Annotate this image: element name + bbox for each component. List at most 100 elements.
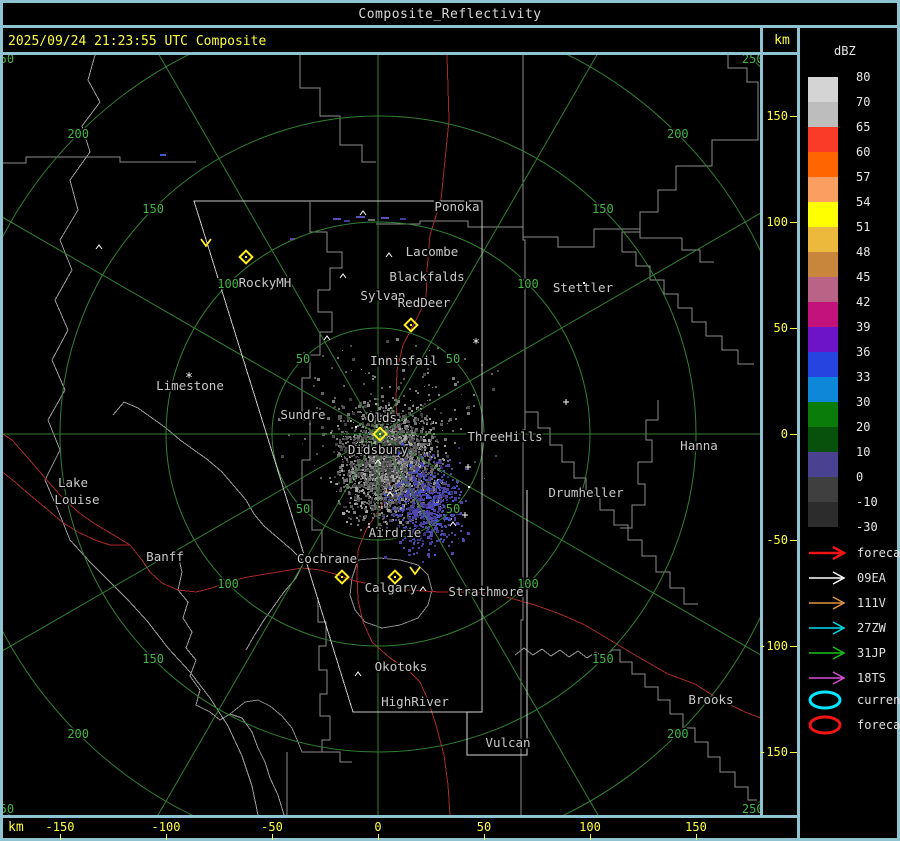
city-label-Louise: Louise bbox=[54, 492, 99, 507]
colorbar-swatch bbox=[808, 427, 838, 452]
city-label-Sylvan: Sylvan bbox=[360, 288, 405, 303]
svg-text:200: 200 bbox=[67, 127, 89, 141]
legend-item-09EA: 09EA bbox=[806, 569, 886, 587]
svg-text:200: 200 bbox=[667, 127, 689, 141]
colorbar-tick-label: 10 bbox=[856, 445, 871, 459]
right-axis-tick-label: -50 bbox=[766, 533, 788, 547]
svg-text:150: 150 bbox=[142, 652, 164, 666]
plus-marker bbox=[563, 399, 569, 405]
legend-item-label: forecast bbox=[857, 546, 900, 560]
city-label-Banff: Banff bbox=[146, 549, 184, 564]
colorbar-tick-label: 30 bbox=[856, 395, 871, 409]
legend-item-forecast: forecast bbox=[806, 715, 900, 735]
bottom-axis-tick-label: 150 bbox=[685, 820, 707, 834]
border-right bbox=[897, 0, 900, 841]
bottom-axis-tick-label: -150 bbox=[45, 820, 75, 834]
right-axis-tick bbox=[790, 646, 797, 647]
colorbar-tick-label: 48 bbox=[856, 245, 871, 259]
svg-text:250: 250 bbox=[742, 55, 760, 66]
colorbar-swatch bbox=[808, 302, 838, 327]
divider-under-title bbox=[0, 25, 900, 28]
caret-marker bbox=[419, 586, 427, 592]
right-axis-unit-label: km bbox=[774, 33, 790, 48]
radar-site-marker bbox=[334, 569, 350, 585]
city-label-Ponoka: Ponoka bbox=[434, 199, 479, 214]
svg-text:100: 100 bbox=[217, 277, 239, 291]
legend-item-111V: 111V bbox=[806, 594, 886, 612]
bottom-axis-unit-label: km bbox=[8, 820, 24, 835]
city-label-Olds: Olds bbox=[367, 410, 397, 425]
legend-item-label: 27ZW bbox=[857, 621, 886, 635]
colorbar-swatch bbox=[808, 277, 838, 302]
radar-site-marker bbox=[387, 569, 403, 585]
city-label-RockyMH: RockyMH bbox=[239, 275, 292, 290]
svg-text:50: 50 bbox=[296, 502, 310, 516]
colorbar-swatch bbox=[808, 452, 838, 477]
city-label-Cochrane: Cochrane bbox=[297, 551, 357, 566]
city-label-Calgary: Calgary bbox=[365, 580, 418, 595]
colorbar-swatch bbox=[808, 227, 838, 252]
colorbar-tick-label: 39 bbox=[856, 320, 871, 334]
colorbar-swatch bbox=[808, 77, 838, 102]
border-top bbox=[0, 0, 900, 3]
range-rings bbox=[3, 55, 760, 815]
bottom-axis-tick-label: -50 bbox=[261, 820, 283, 834]
colorbar-swatch bbox=[808, 327, 838, 352]
city-label-Lake: Lake bbox=[58, 475, 88, 490]
colorbar-tick-label: 51 bbox=[856, 220, 871, 234]
caret-marker bbox=[359, 210, 367, 216]
colorbar-swatch bbox=[808, 102, 838, 127]
city-label-Blackfalds: Blackfalds bbox=[389, 269, 464, 284]
radar-site-marker bbox=[403, 317, 419, 333]
legend-ellipse-icon bbox=[808, 690, 842, 710]
legend-ellipse-icon bbox=[808, 715, 842, 735]
bottom-axis-tick-label: 0 bbox=[374, 820, 382, 834]
city-label-Airdrie: Airdrie bbox=[369, 525, 422, 540]
legend-item-31JP: 31JP bbox=[806, 644, 886, 662]
dot-marker bbox=[355, 426, 357, 428]
legend-arrow-icon bbox=[809, 646, 846, 660]
radar-map[interactable]: 50 50 50 50 100 100 100 100 150 150 150 150 200 200 20… bbox=[3, 55, 760, 815]
colorbar-tick-label: 54 bbox=[856, 195, 871, 209]
city-label-Innisfail: Innisfail bbox=[370, 353, 438, 368]
dot-marker bbox=[583, 282, 585, 284]
divider-panel-left bbox=[797, 28, 800, 838]
caret-marker bbox=[323, 335, 331, 341]
colorbar-tick-label: 20 bbox=[856, 420, 871, 434]
legend-item-27ZW: 27ZW bbox=[806, 619, 886, 637]
legend-item-label: current bbox=[857, 693, 900, 707]
city-label-Sundre: Sundre bbox=[280, 407, 325, 422]
svg-text:200: 200 bbox=[67, 727, 89, 741]
map-markers: ** bbox=[95, 210, 585, 677]
legend-arrow-icon bbox=[809, 621, 846, 635]
border-bottom bbox=[0, 838, 900, 841]
star-marker: * bbox=[472, 337, 480, 352]
city-label-HighRiver: HighRiver bbox=[381, 694, 449, 709]
radar-coverage-outline bbox=[193, 200, 528, 756]
colorbar-tick-label: 33 bbox=[856, 370, 871, 384]
colorbar-tick-label: 42 bbox=[856, 295, 871, 309]
right-axis-tick-label: -100 bbox=[759, 639, 788, 653]
colorbar-tick-label: 0 bbox=[856, 470, 864, 484]
legend-item-label: 31JP bbox=[857, 646, 886, 660]
legend-item-label: 18TS bbox=[857, 671, 886, 685]
legend-item-label: 09EA bbox=[857, 571, 886, 585]
colorbar-tick-label: 57 bbox=[856, 170, 871, 184]
colorbar-tick-label: -30 bbox=[856, 520, 878, 534]
right-axis-tick-label: 100 bbox=[766, 215, 788, 229]
bottom-axis-tick-label: -100 bbox=[151, 820, 181, 834]
svg-text:150: 150 bbox=[142, 202, 164, 216]
svg-text:200: 200 bbox=[667, 727, 689, 741]
city-label-Strathmore: Strathmore bbox=[448, 584, 523, 599]
bottom-axis-tick bbox=[590, 834, 591, 840]
right-axis: 150 100 50 0 -50 -100 -150 bbox=[759, 55, 797, 815]
svg-text:150: 150 bbox=[592, 202, 614, 216]
city-label-Stettler: Stettler bbox=[553, 280, 614, 295]
radar-site-marker bbox=[238, 249, 254, 265]
bottom-axis-tick bbox=[166, 834, 167, 840]
colorbar-panel: dBZ 80 70 65 60 57 54 51 48 45 42 39 36 33 30 20 10 0 -10… bbox=[800, 28, 900, 838]
caret-marker bbox=[95, 244, 103, 250]
right-axis-tick-label: -150 bbox=[759, 745, 788, 759]
